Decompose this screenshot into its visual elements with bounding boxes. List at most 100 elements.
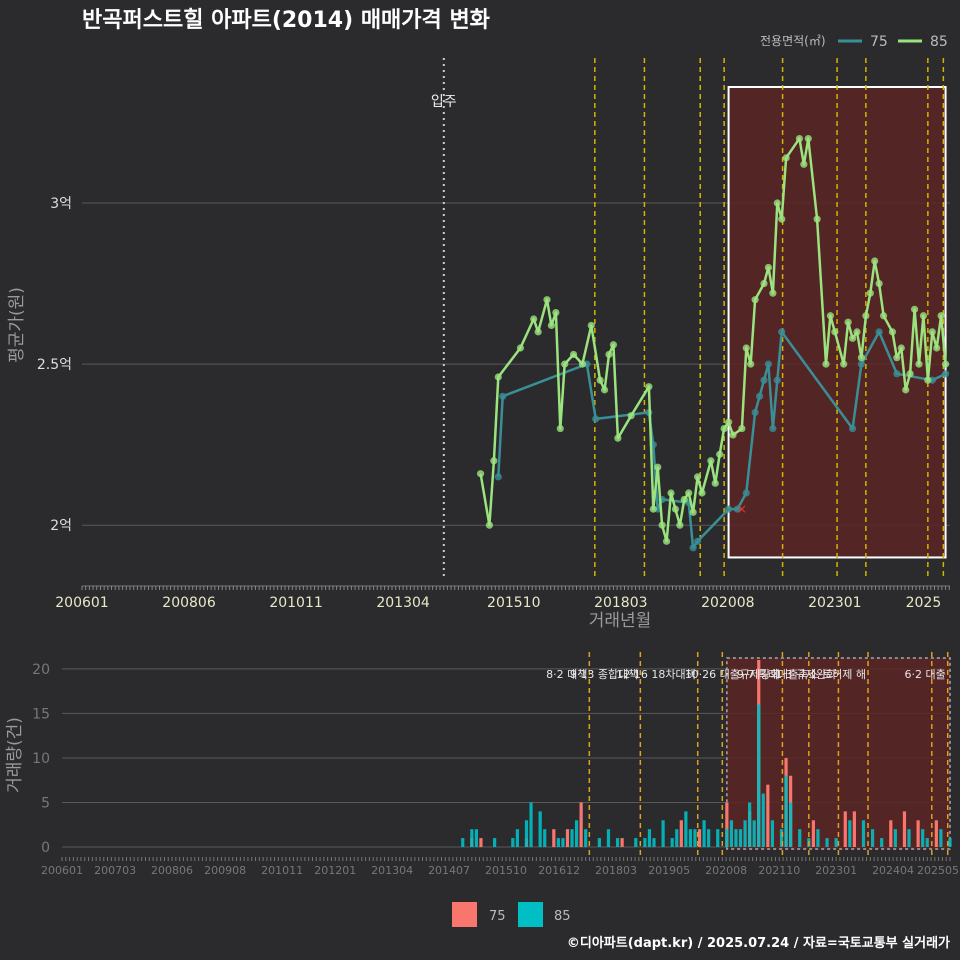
data-point-85 <box>897 344 905 352</box>
volume-x-tick-label: 201407 <box>428 864 470 877</box>
series-line-85 <box>479 137 947 543</box>
data-point-75 <box>751 408 759 417</box>
volume-bar-75 <box>479 838 483 847</box>
data-point-75 <box>499 392 507 400</box>
policy-label: 8·2 대책 <box>546 668 587 681</box>
data-point-85 <box>676 521 684 529</box>
volume-bar-85 <box>784 775 788 847</box>
volume-bar-85 <box>948 838 952 847</box>
price-y-tick-label: 3억 <box>50 196 72 212</box>
volume-bar-85 <box>880 838 884 847</box>
price-series: × <box>476 134 950 552</box>
volume-bar-85 <box>584 829 588 847</box>
data-point-85 <box>933 344 941 352</box>
data-point-75 <box>689 544 697 552</box>
data-point-75 <box>693 537 702 545</box>
data-point-75 <box>755 392 764 400</box>
bottom-legend-label-75: 75 <box>489 909 506 924</box>
volume-bar-85 <box>707 829 711 847</box>
data-point-85 <box>552 308 560 317</box>
price-axes: 200601 200806 201011 201304 201510 201803 2020… <box>55 585 950 611</box>
data-point-85 <box>875 279 883 288</box>
data-point-85 <box>698 489 706 497</box>
volume-bar-85 <box>538 811 542 847</box>
data-point-85 <box>627 412 635 420</box>
data-point-85 <box>747 360 755 368</box>
volume-bar-85 <box>597 838 601 847</box>
price-x-tick-label: 202301 <box>808 595 861 611</box>
data-point-85 <box>490 457 498 465</box>
legend-title: 전용면적(㎡) <box>760 34 826 48</box>
volume-y-tick-label: 0 <box>41 840 50 856</box>
volume-bar-85 <box>861 820 866 847</box>
volume-bar-85 <box>561 838 565 847</box>
data-point-85 <box>689 508 697 516</box>
volume-bar-85 <box>752 820 756 847</box>
volume-bar-85 <box>738 829 743 847</box>
data-point-85 <box>840 360 848 368</box>
data-point-85 <box>742 344 750 352</box>
volume-bar-85 <box>574 820 579 847</box>
data-point-85 <box>844 318 852 326</box>
data-point-85 <box>778 215 786 223</box>
volume-bar-85 <box>798 829 802 847</box>
volume-bar-85 <box>893 829 897 847</box>
volume-bar-85 <box>761 793 765 847</box>
legend-label-75: 75 <box>870 34 888 50</box>
volume-bar-85 <box>643 838 647 847</box>
data-point-85 <box>800 160 808 168</box>
price-x-axis-title: 거래년월 <box>589 611 652 631</box>
volume-y-tick-label: 20 <box>32 662 50 678</box>
volume-axes: 200601 200703 200806 200908 201011 201201 2013… <box>41 857 959 877</box>
volume-bar-75 <box>679 820 683 847</box>
volume-bar-85 <box>461 838 465 847</box>
data-point-75 <box>893 370 901 378</box>
data-point-85 <box>906 370 914 378</box>
data-point-85 <box>937 312 945 320</box>
volume-bar-85 <box>748 802 752 847</box>
data-point-85 <box>848 334 857 342</box>
data-point-85 <box>915 360 923 368</box>
volume-bar-85 <box>848 820 852 847</box>
volume-y-axis-title: 거래량(건) <box>5 717 25 793</box>
volume-bar-75 <box>620 838 624 847</box>
volume-bar-75 <box>811 820 815 847</box>
data-point-85 <box>941 360 950 368</box>
data-point-85 <box>596 376 604 384</box>
volume-bar-85 <box>907 829 911 847</box>
volume-bar-85 <box>734 829 738 847</box>
legend-swatch-75 <box>452 902 477 927</box>
volume-x-tick-label: 200806 <box>151 864 193 877</box>
data-point-85 <box>738 424 746 433</box>
data-point-75 <box>875 328 883 336</box>
volume-bar-85 <box>606 829 611 847</box>
policy-label: 9·7 특례대출축소 토허제 해 <box>737 667 866 681</box>
volume-x-tick-label: 201905 <box>648 864 690 877</box>
volume-bar-85 <box>789 802 793 847</box>
volume-bar-75 <box>916 820 920 847</box>
data-point-85 <box>693 473 702 481</box>
data-point-75 <box>769 424 777 433</box>
policy-label: 6·2 대출 <box>904 668 945 681</box>
volume-x-tick-label: 201011 <box>261 864 303 877</box>
volume-bar-85 <box>634 838 638 847</box>
volume-bar-75 <box>766 784 770 847</box>
data-point-85 <box>516 344 525 352</box>
data-point-85 <box>534 328 542 336</box>
volume-bar-85 <box>702 820 706 847</box>
data-point-85 <box>685 489 693 497</box>
price-x-tick-label: 202008 <box>701 595 754 611</box>
data-point-85 <box>716 450 724 458</box>
volume-bar-85 <box>716 829 720 847</box>
data-point-85 <box>578 360 587 368</box>
volume-bar-75 <box>579 802 583 847</box>
volume-bar-75 <box>889 820 893 847</box>
data-point-85 <box>658 521 666 529</box>
data-point-85 <box>888 328 897 336</box>
red-marker: × <box>737 502 747 516</box>
data-point-85 <box>707 457 715 465</box>
volume-bar-85 <box>684 811 688 847</box>
data-point-85 <box>893 354 901 362</box>
volume-y-tick-label: 5 <box>41 795 50 811</box>
